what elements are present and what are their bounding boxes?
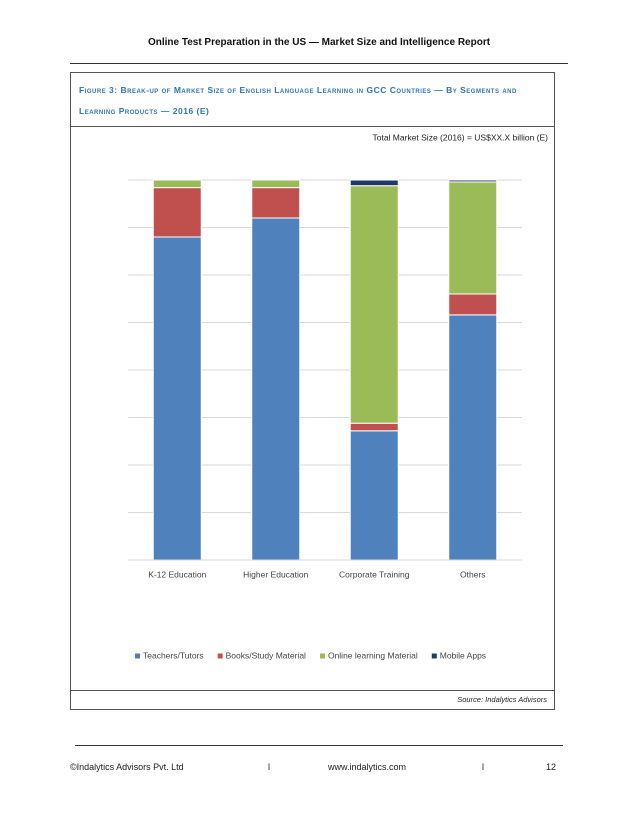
legend-swatch [319, 653, 325, 659]
header-title: Online Test Preparation in the US — Mark… [147, 37, 491, 48]
bar-segment [448, 179, 498, 183]
legend-label: Mobile Apps [440, 650, 486, 660]
bar-segment [152, 236, 202, 561]
legend-swatch [431, 653, 437, 659]
footer-company: ©Indalytics Advisors Pvt. Ltd [70, 762, 184, 772]
bar-segment [448, 314, 498, 561]
bar-segment [349, 179, 399, 187]
x-tick-label: K-12 Education [148, 569, 206, 579]
bar-segment [251, 187, 301, 219]
legend-label: Books/Study Material [226, 650, 306, 660]
bar-segment [152, 179, 202, 189]
figure-box [70, 72, 555, 710]
bar-segment [448, 293, 498, 316]
x-tick-label: Others [460, 569, 486, 579]
bar-segment [349, 185, 399, 424]
header-rule [70, 63, 568, 64]
x-tick-label: Higher Education [243, 569, 308, 579]
footer-page: 12 [546, 762, 557, 772]
legend-swatch [217, 653, 223, 659]
chart: Total Market Size (2016) = US$XX.X billi… [128, 132, 548, 660]
bar-segment [152, 187, 202, 238]
bar-segment [448, 181, 498, 295]
footer-separator: l [268, 762, 270, 772]
source-rule [71, 690, 554, 691]
x-tick-label: Corporate Training [339, 569, 410, 579]
bar-segment [251, 217, 301, 561]
chart-subtitle: Total Market Size (2016) = US$XX.X billi… [372, 132, 548, 142]
figure-caption: Figure 3: Break-up of Market Size of Eng… [71, 72, 554, 127]
legend-label: Teachers/Tutors [143, 650, 204, 660]
footer-rule [75, 745, 563, 746]
legend-label: Online learning Material [328, 650, 418, 660]
bar-segment [349, 430, 399, 561]
bar-segment [349, 422, 399, 432]
footer-separator: l [482, 762, 484, 772]
figure-source: Source: Indalytics Advisors [457, 695, 547, 704]
bar-segment [251, 179, 301, 189]
footer-website: www.indalytics.com [328, 762, 407, 772]
legend-swatch [135, 653, 140, 659]
